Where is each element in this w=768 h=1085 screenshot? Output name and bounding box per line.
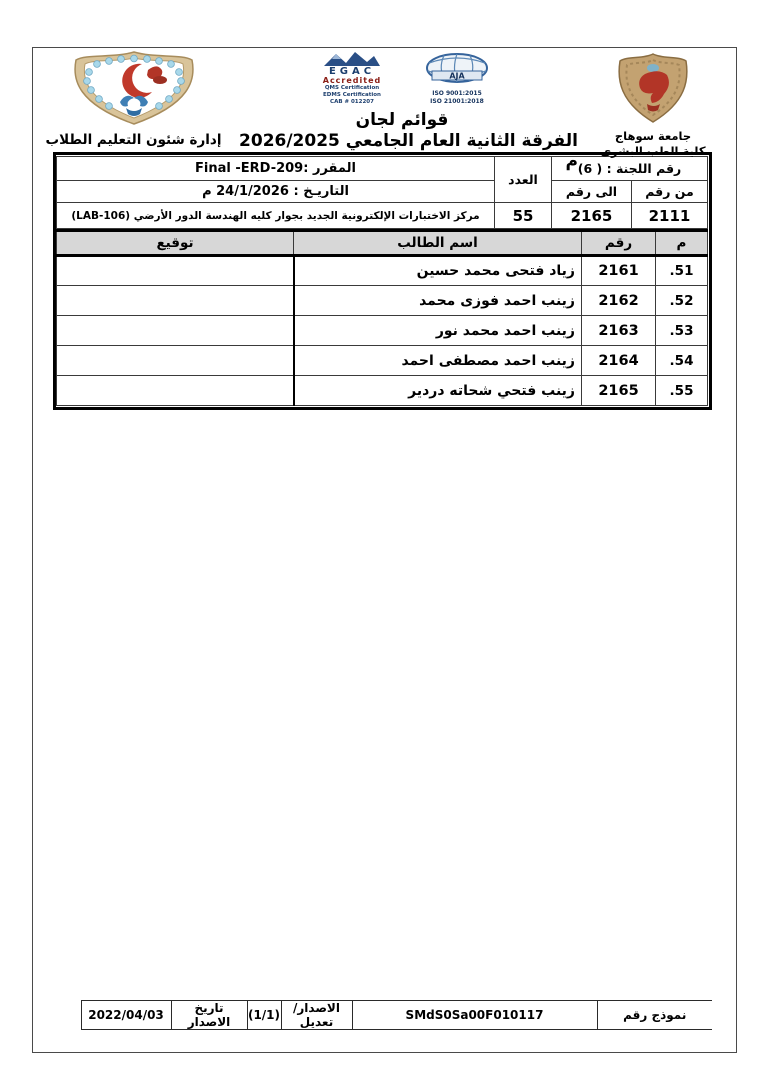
svg-text:AJA: AJA bbox=[449, 72, 465, 81]
egac-accreditation-logo: EGAC Accredited QMS Certification EDMS C… bbox=[302, 51, 402, 106]
form-number-value: SMdS0Sa00F010117 bbox=[351, 1000, 598, 1030]
student-name: زينب احمد محمد نور bbox=[293, 315, 582, 346]
student-name: زينب احمد مصطفى احمد bbox=[293, 345, 582, 376]
faculty-emblem-block: إدارة شئون التعليم الطلاب bbox=[41, 50, 226, 148]
column-header-name: اسم الطالب bbox=[293, 229, 582, 257]
document-subtitle: الفرقة الثانية العام الجامعي 2026/2025 م bbox=[239, 131, 578, 171]
issue-revision-value: (1/1) bbox=[246, 1000, 282, 1030]
form-footer-table: نموذج رقم SMdS0Sa00F010117 الاصدار/تعديل… bbox=[80, 1000, 712, 1030]
header-center-block: EGAC Accredited QMS Certification EDMS C… bbox=[226, 50, 578, 171]
aja-globe-icon: AJA bbox=[426, 53, 488, 83]
row-index: 54. bbox=[655, 345, 708, 376]
page-frame: جامعة سوهاج كلية الطب البشرى EGAC Accred… bbox=[32, 47, 737, 1053]
table-row: 54. 2164 زينب احمد مصطفى احمد bbox=[56, 345, 708, 376]
table-row: 52. 2162 زينب احمد فوزى محمد bbox=[56, 285, 708, 316]
egac-cert-line2: EDMS Certification bbox=[323, 91, 381, 98]
signature-cell[interactable] bbox=[56, 255, 295, 286]
to-number-value: 2165 bbox=[551, 202, 632, 229]
faculty-of-medicine-emblem-icon bbox=[64, 50, 204, 130]
document-header: جامعة سوهاج كلية الطب البشرى EGAC Accred… bbox=[33, 48, 736, 171]
document-title: قوائم لجان bbox=[355, 110, 449, 130]
seat-number: 2165 bbox=[581, 375, 656, 406]
student-name: زياد فتحى محمد حسين bbox=[293, 255, 582, 286]
signature-cell[interactable] bbox=[56, 345, 295, 376]
seat-number: 2163 bbox=[581, 315, 656, 346]
exam-location: مركز الاختبارات الإلكترونية الجديد بجوار… bbox=[56, 202, 495, 229]
committee-info-table: رقم اللجنة : ( 6) العدد المقرر :Final -E… bbox=[56, 156, 708, 229]
issue-date-value: 2022/04/03 bbox=[80, 1000, 172, 1030]
signature-cell[interactable] bbox=[56, 315, 295, 346]
faculty-name: كلية الطب البشرى bbox=[600, 144, 706, 159]
student-name: زينب احمد فوزى محمد bbox=[293, 285, 582, 316]
course-label: المقرر :Final -ERD-209 bbox=[56, 156, 495, 181]
exam-date-label: التاريـخ : 24/1/2026 م bbox=[56, 180, 495, 203]
form-number-label: نموذج رقم bbox=[596, 1000, 712, 1030]
committee-number-label: رقم اللجنة : ( 6) bbox=[551, 156, 708, 181]
row-index: 51. bbox=[655, 255, 708, 286]
signature-cell[interactable] bbox=[56, 285, 295, 316]
egac-name: EGAC bbox=[328, 66, 376, 77]
aja-iso-logo: AJA ISO 9001:2015 ISO 21001:2018 bbox=[412, 51, 502, 106]
university-name: جامعة سوهاج bbox=[614, 129, 692, 143]
seat-number: 2164 bbox=[581, 345, 656, 376]
count-value: 55 bbox=[494, 202, 552, 229]
seat-number: 2162 bbox=[581, 285, 656, 316]
table-row: 55. 2165 زينب فتحي شحاته دردير bbox=[56, 375, 708, 406]
aja-iso-line2: ISO 21001:2018 bbox=[430, 97, 484, 105]
students-table: م رقم اسم الطالب توقيع 51. 2161 زياد فتح… bbox=[56, 229, 708, 406]
student-name: زينب فتحي شحاته دردير bbox=[293, 375, 582, 406]
column-header-index: م bbox=[655, 229, 708, 257]
from-number-value: 2111 bbox=[631, 202, 708, 229]
aja-iso-line1: ISO 9001:2015 bbox=[432, 90, 482, 97]
egac-cert-line1: QMS Certification bbox=[324, 85, 380, 91]
egac-cert-line3: CAB # 012207 bbox=[330, 98, 374, 105]
committee-table-wrapper: رقم اللجنة : ( 6) العدد المقرر :Final -E… bbox=[53, 152, 712, 410]
from-number-label: من رقم bbox=[631, 180, 708, 203]
egac-accredited-label: Accredited bbox=[322, 76, 382, 85]
signature-cell[interactable] bbox=[56, 375, 295, 406]
sohag-university-shield-icon bbox=[613, 52, 693, 128]
certification-logos: EGAC Accredited QMS Certification EDMS C… bbox=[302, 51, 502, 108]
issue-revision-label: الاصدار/تعديل bbox=[280, 1000, 353, 1030]
students-table-header: م رقم اسم الطالب توقيع bbox=[56, 229, 708, 257]
department-name: إدارة شئون التعليم الطلاب bbox=[45, 132, 222, 148]
column-header-signature: توقيع bbox=[56, 229, 294, 257]
seat-number: 2161 bbox=[581, 255, 656, 286]
to-number-label: الى رقم bbox=[551, 180, 632, 203]
issue-date-label: تاريخ الاصدار bbox=[170, 1000, 248, 1030]
university-logo-block: جامعة سوهاج كلية الطب البشرى bbox=[578, 50, 728, 159]
table-row: 53. 2163 زينب احمد محمد نور bbox=[56, 315, 708, 346]
row-index: 55. bbox=[655, 375, 708, 406]
table-row: 51. 2161 زياد فتحى محمد حسين bbox=[56, 255, 708, 286]
column-header-number: رقم bbox=[581, 229, 656, 257]
egac-mountains-icon bbox=[324, 52, 380, 66]
row-index: 52. bbox=[655, 285, 708, 316]
row-index: 53. bbox=[655, 315, 708, 346]
